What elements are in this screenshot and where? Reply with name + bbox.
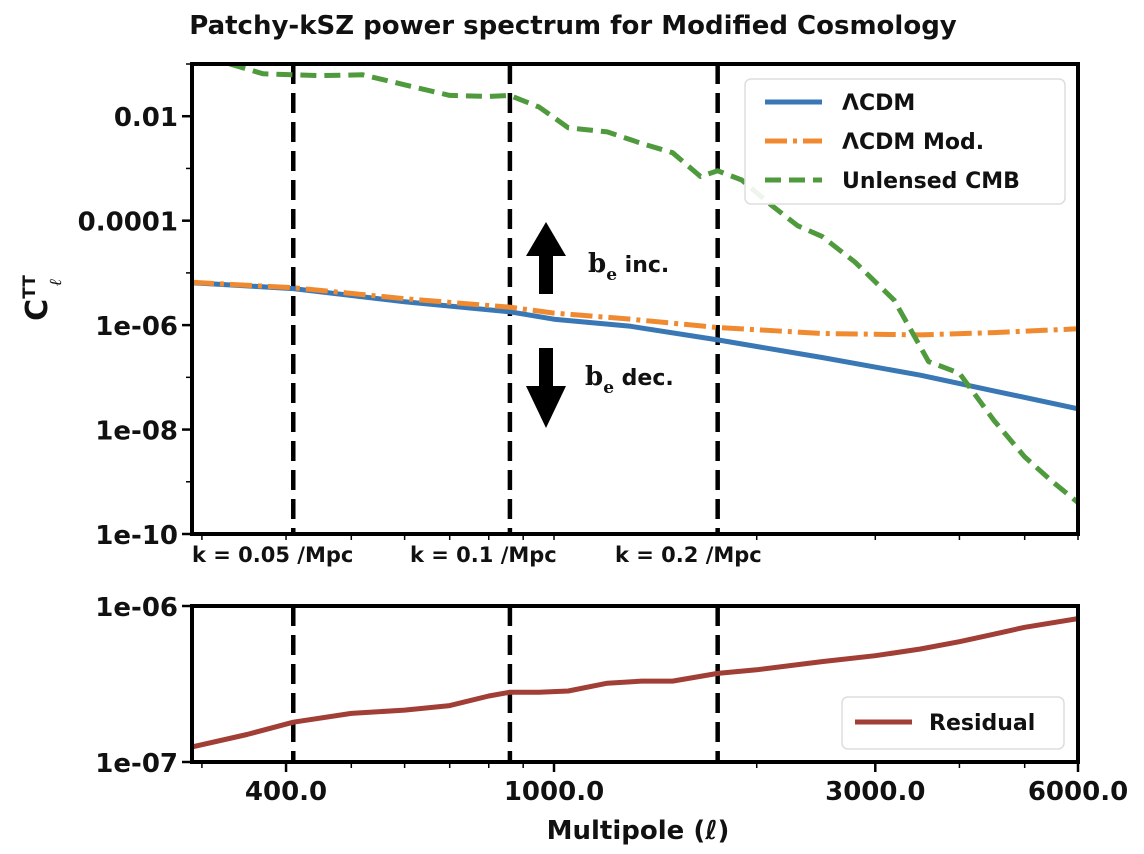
ylabel-subscript: ℓ — [46, 279, 66, 286]
x-axis-label: Multipole (ℓ) — [547, 816, 730, 846]
legend-label-residual: Residual — [929, 711, 1035, 736]
bottom-plot-frame — [190, 604, 1080, 764]
ylabel-main: C — [20, 299, 55, 321]
series-line-residual — [192, 616, 1078, 750]
x-tick-label: 1000.0 — [504, 777, 604, 807]
svg-text:CTT: CTT — [20, 275, 55, 321]
top-series-lines — [192, 64, 1078, 505]
decrease-arrow-icon — [526, 348, 566, 428]
bottom-legend: Residual — [841, 696, 1065, 750]
y-tick-label: 0.01 — [114, 103, 178, 133]
y-tick-label: 0.0001 — [78, 208, 178, 238]
ylabel-superscript: TT — [20, 275, 40, 299]
bottom-panel: 1e-07 1e-06 400.0 1000.0 3000.0 6000.0 Resid… — [95, 593, 1128, 846]
top-legend: ΛCDM ΛCDM Mod. Unlensed CMB — [744, 78, 1066, 205]
bottom-vertical-lines — [291, 606, 720, 762]
k-scale-label-3: k = 0.2 /Mpc — [615, 543, 762, 567]
chart-title: Patchy-kSZ power spectrum for Modified C… — [189, 11, 957, 41]
top-x-minor-ticks — [201, 534, 1079, 540]
x-tick-label: 3000.0 — [825, 777, 925, 807]
top-vertical-lines — [291, 64, 720, 534]
top-plot-frame — [190, 62, 1080, 536]
y-tick-label: 1e-06 — [95, 312, 178, 342]
series-line-unlensed-cmb — [229, 64, 1078, 505]
y-tick-label: 1e-07 — [95, 749, 178, 779]
x-tick-label: 6000.0 — [1028, 777, 1128, 807]
legend-label-lcdm-mod: ΛCDM Mod. — [842, 130, 984, 155]
legend-label-lcdm: ΛCDM — [842, 91, 915, 116]
bottom-y-ticks: 1e-07 1e-06 — [95, 593, 192, 779]
bottom-x-ticks: 400.0 1000.0 3000.0 6000.0 — [201, 762, 1128, 807]
x-tick-label: 400.0 — [245, 777, 327, 807]
annotation-be-decrease: be dec. — [585, 362, 674, 398]
y-tick-label: 1e-10 — [95, 521, 178, 551]
k-scale-label-2: k = 0.1 /Mpc — [410, 543, 557, 567]
increase-arrow-icon — [526, 222, 566, 294]
k-scale-labels: k = 0.05 /Mpc k = 0.1 /Mpc k = 0.2 /Mpc — [192, 543, 762, 567]
y-tick-label: 1e-08 — [95, 417, 178, 447]
k-scale-label-1: k = 0.05 /Mpc — [192, 543, 353, 567]
top-y-axis-label: CTT ℓ — [20, 275, 66, 321]
residual-legend-box — [841, 696, 1065, 750]
y-tick-label: 1e-06 — [95, 593, 178, 623]
legend-box — [744, 78, 1066, 205]
legend-label-unlensed-cmb: Unlensed CMB — [842, 169, 1020, 194]
series-line-cdm — [192, 280, 1078, 412]
bottom-series-lines — [192, 616, 1078, 750]
top-y-ticks: 1e-10 1e-08 1e-06 0.0001 0.01 — [78, 63, 192, 551]
annotation-be-increase: be inc. — [588, 249, 669, 285]
